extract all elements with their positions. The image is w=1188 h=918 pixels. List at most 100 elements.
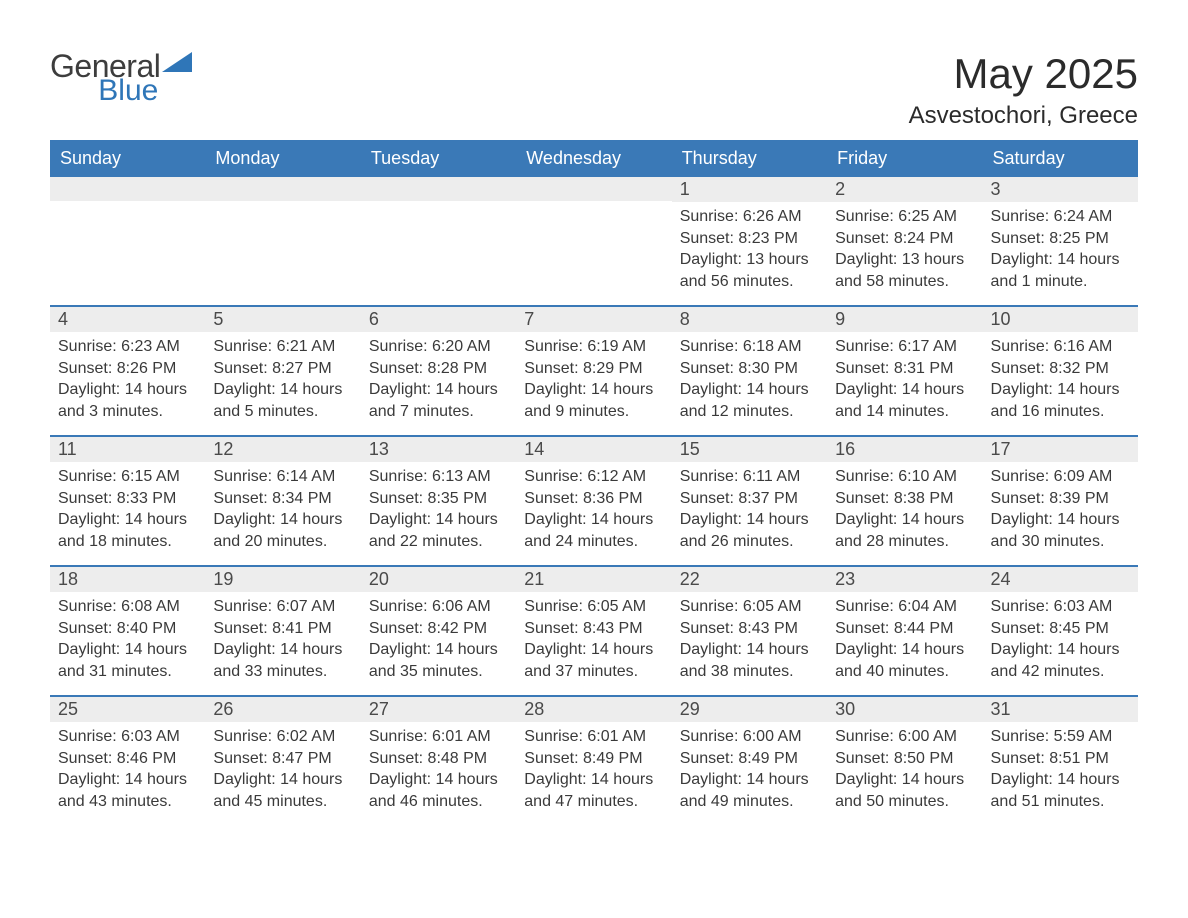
day-details: Sunrise: 6:03 AMSunset: 8:45 PMDaylight:… <box>983 592 1138 690</box>
sunset-text: Sunset: 8:48 PM <box>369 748 508 770</box>
daylight-text: Daylight: 14 hours and 35 minutes. <box>369 639 508 682</box>
sunrise-text: Sunrise: 6:07 AM <box>213 596 352 618</box>
sunrise-text: Sunrise: 6:26 AM <box>680 206 819 228</box>
sunrise-text: Sunrise: 6:21 AM <box>213 336 352 358</box>
day-details: Sunrise: 6:08 AMSunset: 8:40 PMDaylight:… <box>50 592 205 690</box>
daylight-text: Daylight: 14 hours and 40 minutes. <box>835 639 974 682</box>
sunset-text: Sunset: 8:38 PM <box>835 488 974 510</box>
daylight-text: Daylight: 13 hours and 58 minutes. <box>835 249 974 292</box>
daylight-text: Daylight: 14 hours and 43 minutes. <box>58 769 197 812</box>
day-cell: 24Sunrise: 6:03 AMSunset: 8:45 PMDayligh… <box>983 567 1138 695</box>
day-details: Sunrise: 6:11 AMSunset: 8:37 PMDaylight:… <box>672 462 827 560</box>
sunrise-text: Sunrise: 6:24 AM <box>991 206 1130 228</box>
sunset-text: Sunset: 8:41 PM <box>213 618 352 640</box>
sunset-text: Sunset: 8:30 PM <box>680 358 819 380</box>
day-details: Sunrise: 6:20 AMSunset: 8:28 PMDaylight:… <box>361 332 516 430</box>
daylight-text: Daylight: 14 hours and 26 minutes. <box>680 509 819 552</box>
day-number: 25 <box>50 697 205 722</box>
sunrise-text: Sunrise: 6:05 AM <box>680 596 819 618</box>
sunrise-text: Sunrise: 6:09 AM <box>991 466 1130 488</box>
sunrise-text: Sunrise: 6:03 AM <box>991 596 1130 618</box>
daylight-text: Daylight: 14 hours and 51 minutes. <box>991 769 1130 812</box>
day-details: Sunrise: 6:05 AMSunset: 8:43 PMDaylight:… <box>672 592 827 690</box>
daylight-text: Daylight: 14 hours and 38 minutes. <box>680 639 819 682</box>
day-cell: 5Sunrise: 6:21 AMSunset: 8:27 PMDaylight… <box>205 307 360 435</box>
day-number: 29 <box>672 697 827 722</box>
day-details: Sunrise: 6:18 AMSunset: 8:30 PMDaylight:… <box>672 332 827 430</box>
sunset-text: Sunset: 8:51 PM <box>991 748 1130 770</box>
sunrise-text: Sunrise: 6:13 AM <box>369 466 508 488</box>
day-number: 1 <box>672 177 827 202</box>
sunset-text: Sunset: 8:49 PM <box>524 748 663 770</box>
day-number: 28 <box>516 697 671 722</box>
day-details: Sunrise: 6:13 AMSunset: 8:35 PMDaylight:… <box>361 462 516 560</box>
sunset-text: Sunset: 8:31 PM <box>835 358 974 380</box>
daylight-text: Daylight: 14 hours and 1 minute. <box>991 249 1130 292</box>
daylight-text: Daylight: 14 hours and 31 minutes. <box>58 639 197 682</box>
day-number: 8 <box>672 307 827 332</box>
day-details: Sunrise: 6:15 AMSunset: 8:33 PMDaylight:… <box>50 462 205 560</box>
sunrise-text: Sunrise: 6:06 AM <box>369 596 508 618</box>
sunrise-text: Sunrise: 6:16 AM <box>991 336 1130 358</box>
day-number: 14 <box>516 437 671 462</box>
daylight-text: Daylight: 14 hours and 20 minutes. <box>213 509 352 552</box>
sunrise-text: Sunrise: 6:01 AM <box>369 726 508 748</box>
page-title: May 2025 <box>909 50 1138 98</box>
day-number <box>205 177 360 201</box>
sunset-text: Sunset: 8:35 PM <box>369 488 508 510</box>
day-details: Sunrise: 6:24 AMSunset: 8:25 PMDaylight:… <box>983 202 1138 300</box>
day-details: Sunrise: 6:07 AMSunset: 8:41 PMDaylight:… <box>205 592 360 690</box>
daylight-text: Daylight: 14 hours and 37 minutes. <box>524 639 663 682</box>
day-cell: 2Sunrise: 6:25 AMSunset: 8:24 PMDaylight… <box>827 177 982 305</box>
week-row: 25Sunrise: 6:03 AMSunset: 8:46 PMDayligh… <box>50 695 1138 825</box>
day-number: 9 <box>827 307 982 332</box>
day-details: Sunrise: 6:06 AMSunset: 8:42 PMDaylight:… <box>361 592 516 690</box>
brand-triangle-icon <box>162 50 196 83</box>
day-number: 15 <box>672 437 827 462</box>
day-details: Sunrise: 6:09 AMSunset: 8:39 PMDaylight:… <box>983 462 1138 560</box>
day-cell: 9Sunrise: 6:17 AMSunset: 8:31 PMDaylight… <box>827 307 982 435</box>
daylight-text: Daylight: 14 hours and 49 minutes. <box>680 769 819 812</box>
daylight-text: Daylight: 14 hours and 9 minutes. <box>524 379 663 422</box>
day-number: 20 <box>361 567 516 592</box>
sunset-text: Sunset: 8:25 PM <box>991 228 1130 250</box>
day-cell <box>50 177 205 305</box>
day-number: 24 <box>983 567 1138 592</box>
sunrise-text: Sunrise: 6:03 AM <box>58 726 197 748</box>
daylight-text: Daylight: 14 hours and 42 minutes. <box>991 639 1130 682</box>
sunset-text: Sunset: 8:46 PM <box>58 748 197 770</box>
sunrise-text: Sunrise: 6:08 AM <box>58 596 197 618</box>
sunset-text: Sunset: 8:37 PM <box>680 488 819 510</box>
day-details: Sunrise: 6:01 AMSunset: 8:49 PMDaylight:… <box>516 722 671 820</box>
daylight-text: Daylight: 14 hours and 30 minutes. <box>991 509 1130 552</box>
day-cell: 22Sunrise: 6:05 AMSunset: 8:43 PMDayligh… <box>672 567 827 695</box>
sunset-text: Sunset: 8:24 PM <box>835 228 974 250</box>
sunset-text: Sunset: 8:40 PM <box>58 618 197 640</box>
daylight-text: Daylight: 14 hours and 28 minutes. <box>835 509 974 552</box>
day-number: 13 <box>361 437 516 462</box>
sunrise-text: Sunrise: 6:04 AM <box>835 596 974 618</box>
day-number: 10 <box>983 307 1138 332</box>
day-cell: 10Sunrise: 6:16 AMSunset: 8:32 PMDayligh… <box>983 307 1138 435</box>
daylight-text: Daylight: 14 hours and 47 minutes. <box>524 769 663 812</box>
sunrise-text: Sunrise: 6:25 AM <box>835 206 974 228</box>
day-number: 27 <box>361 697 516 722</box>
day-details: Sunrise: 5:59 AMSunset: 8:51 PMDaylight:… <box>983 722 1138 820</box>
brand-logo: General Blue <box>50 50 196 106</box>
day-cell: 12Sunrise: 6:14 AMSunset: 8:34 PMDayligh… <box>205 437 360 565</box>
brand-blue: Blue <box>98 76 158 106</box>
weekday-header: Tuesday <box>361 140 516 177</box>
day-cell: 1Sunrise: 6:26 AMSunset: 8:23 PMDaylight… <box>672 177 827 305</box>
day-details: Sunrise: 6:10 AMSunset: 8:38 PMDaylight:… <box>827 462 982 560</box>
day-cell: 26Sunrise: 6:02 AMSunset: 8:47 PMDayligh… <box>205 697 360 825</box>
daylight-text: Daylight: 14 hours and 24 minutes. <box>524 509 663 552</box>
daylight-text: Daylight: 14 hours and 18 minutes. <box>58 509 197 552</box>
day-cell: 20Sunrise: 6:06 AMSunset: 8:42 PMDayligh… <box>361 567 516 695</box>
daylight-text: Daylight: 14 hours and 50 minutes. <box>835 769 974 812</box>
sunset-text: Sunset: 8:34 PM <box>213 488 352 510</box>
sunrise-text: Sunrise: 6:00 AM <box>680 726 819 748</box>
day-details: Sunrise: 6:26 AMSunset: 8:23 PMDaylight:… <box>672 202 827 300</box>
day-cell <box>361 177 516 305</box>
day-number: 11 <box>50 437 205 462</box>
day-number: 19 <box>205 567 360 592</box>
